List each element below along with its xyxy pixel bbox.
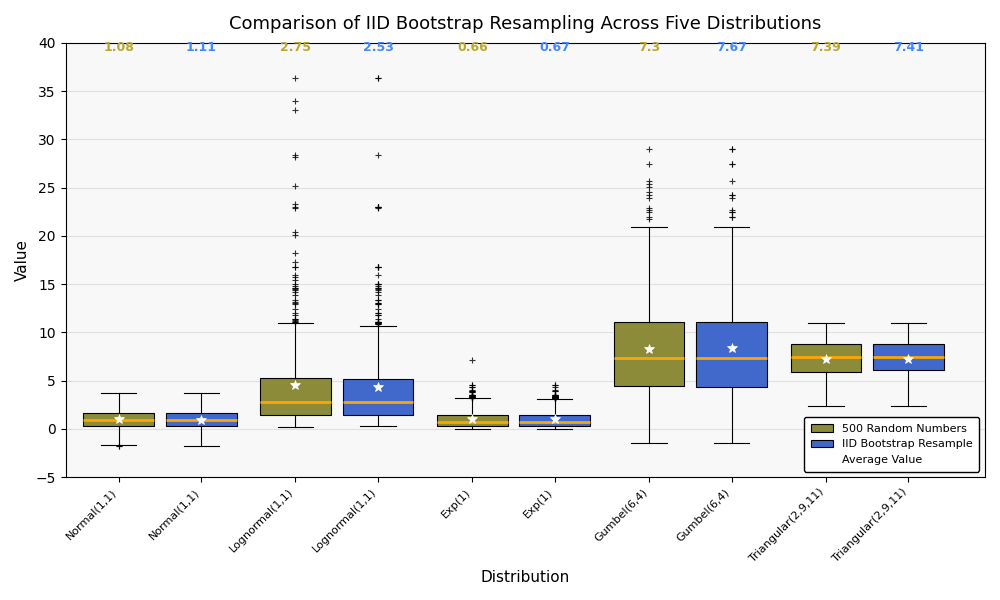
Text: 2.75: 2.75 — [280, 41, 311, 55]
Text: 2.53: 2.53 — [363, 41, 393, 55]
PathPatch shape — [614, 322, 684, 386]
Text: 7.41: 7.41 — [893, 41, 924, 55]
PathPatch shape — [791, 344, 861, 372]
PathPatch shape — [696, 322, 767, 387]
Text: 7.39: 7.39 — [811, 41, 841, 55]
Text: 1.11: 1.11 — [186, 41, 217, 55]
PathPatch shape — [260, 378, 331, 415]
PathPatch shape — [437, 415, 508, 426]
Text: 1.08: 1.08 — [103, 41, 134, 55]
Text: 0.67: 0.67 — [539, 41, 570, 55]
PathPatch shape — [343, 379, 413, 415]
PathPatch shape — [83, 413, 154, 426]
Text: 0.66: 0.66 — [457, 41, 488, 55]
Text: 7.3: 7.3 — [638, 41, 660, 55]
Text: 7.67: 7.67 — [716, 41, 747, 55]
Y-axis label: Value: Value — [15, 239, 30, 281]
PathPatch shape — [166, 413, 237, 426]
Legend: 500 Random Numbers, IID Bootstrap Resample, Average Value: 500 Random Numbers, IID Bootstrap Resamp… — [804, 417, 979, 472]
Title: Comparison of IID Bootstrap Resampling Across Five Distributions: Comparison of IID Bootstrap Resampling A… — [229, 15, 822, 33]
PathPatch shape — [873, 344, 944, 370]
PathPatch shape — [519, 415, 590, 425]
X-axis label: Distribution: Distribution — [481, 570, 570, 585]
